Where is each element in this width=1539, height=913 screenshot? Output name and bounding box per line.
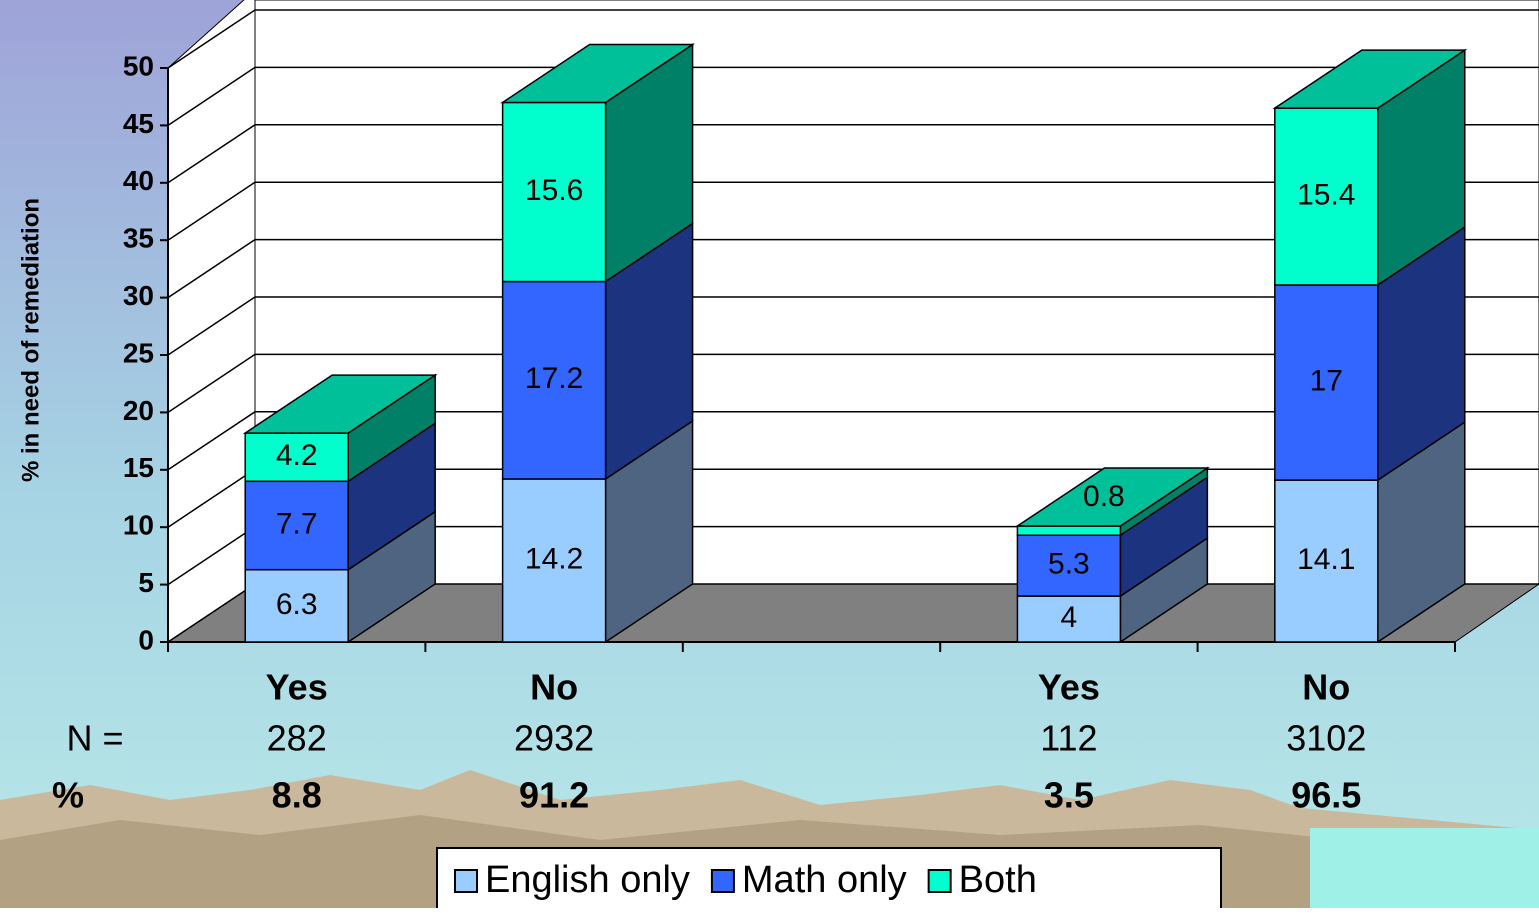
data-label: 6.3 (276, 588, 318, 621)
data-label: 15.6 (525, 174, 583, 207)
x-tick-label: Yes (1038, 667, 1100, 708)
n-row-label: N = (66, 718, 123, 759)
pct-value: 8.8 (272, 775, 322, 816)
legend-swatch (929, 870, 951, 892)
y-tick-label: 5 (138, 567, 154, 598)
data-label: 7.7 (276, 507, 318, 540)
y-tick-label: 10 (123, 510, 154, 541)
n-value: 2932 (514, 718, 594, 759)
data-label: 17 (1310, 364, 1343, 397)
data-label: 0.8 (1083, 480, 1125, 513)
water (1310, 828, 1539, 908)
legend-label: English only (485, 859, 690, 901)
pct-row-label: % (52, 775, 84, 816)
x-tick-label: Yes (266, 667, 328, 708)
legend-swatch (455, 870, 477, 892)
y-tick-label: 45 (123, 108, 154, 139)
y-tick-label: 0 (138, 624, 154, 655)
y-tick-label: 20 (123, 395, 154, 426)
bar (1017, 526, 1120, 535)
y-tick-label: 25 (123, 337, 154, 368)
y-axis-label: % in need of remediation (17, 198, 44, 482)
data-label: 15.4 (1297, 178, 1355, 211)
data-label: 14.2 (525, 542, 583, 575)
y-tick-label: 50 (123, 50, 154, 81)
n-value: 282 (267, 718, 327, 759)
y-tick-label: 35 (123, 223, 154, 254)
data-label: 17.2 (525, 362, 583, 395)
legend-label: Both (959, 859, 1037, 901)
legend: English only Math only Both (437, 848, 1221, 908)
x-tick-label: No (530, 667, 578, 708)
data-label: 14.1 (1297, 543, 1355, 576)
pct-value: 96.5 (1291, 775, 1361, 816)
n-value: 3102 (1286, 718, 1366, 759)
pct-value: 91.2 (519, 775, 589, 816)
data-label: 4 (1061, 601, 1078, 634)
pct-value: 3.5 (1044, 775, 1094, 816)
y-tick-label: 40 (123, 165, 154, 196)
x-tick-label: No (1302, 667, 1350, 708)
legend-swatch (712, 870, 734, 892)
chart: 6.3 7.7 4.2 14.2 17.2 15.6 4 5.3 0.8 14.1 17 15.4 %… (0, 0, 1539, 908)
page: 6.3 7.7 4.2 14.2 17.2 15.6 4 5.3 0.8 14.1 17 15.4 %… (0, 0, 1539, 908)
data-label: 4.2 (276, 439, 318, 472)
y-tick-label: 15 (123, 452, 154, 483)
plot-area: 6.3 7.7 4.2 14.2 17.2 15.6 4 5.3 0.8 14.1 17 15.4 (160, 0, 1539, 652)
legend-label: Math only (742, 859, 907, 901)
data-label: 5.3 (1048, 548, 1090, 581)
y-tick-label: 30 (123, 280, 154, 311)
n-value: 112 (1040, 718, 1097, 759)
